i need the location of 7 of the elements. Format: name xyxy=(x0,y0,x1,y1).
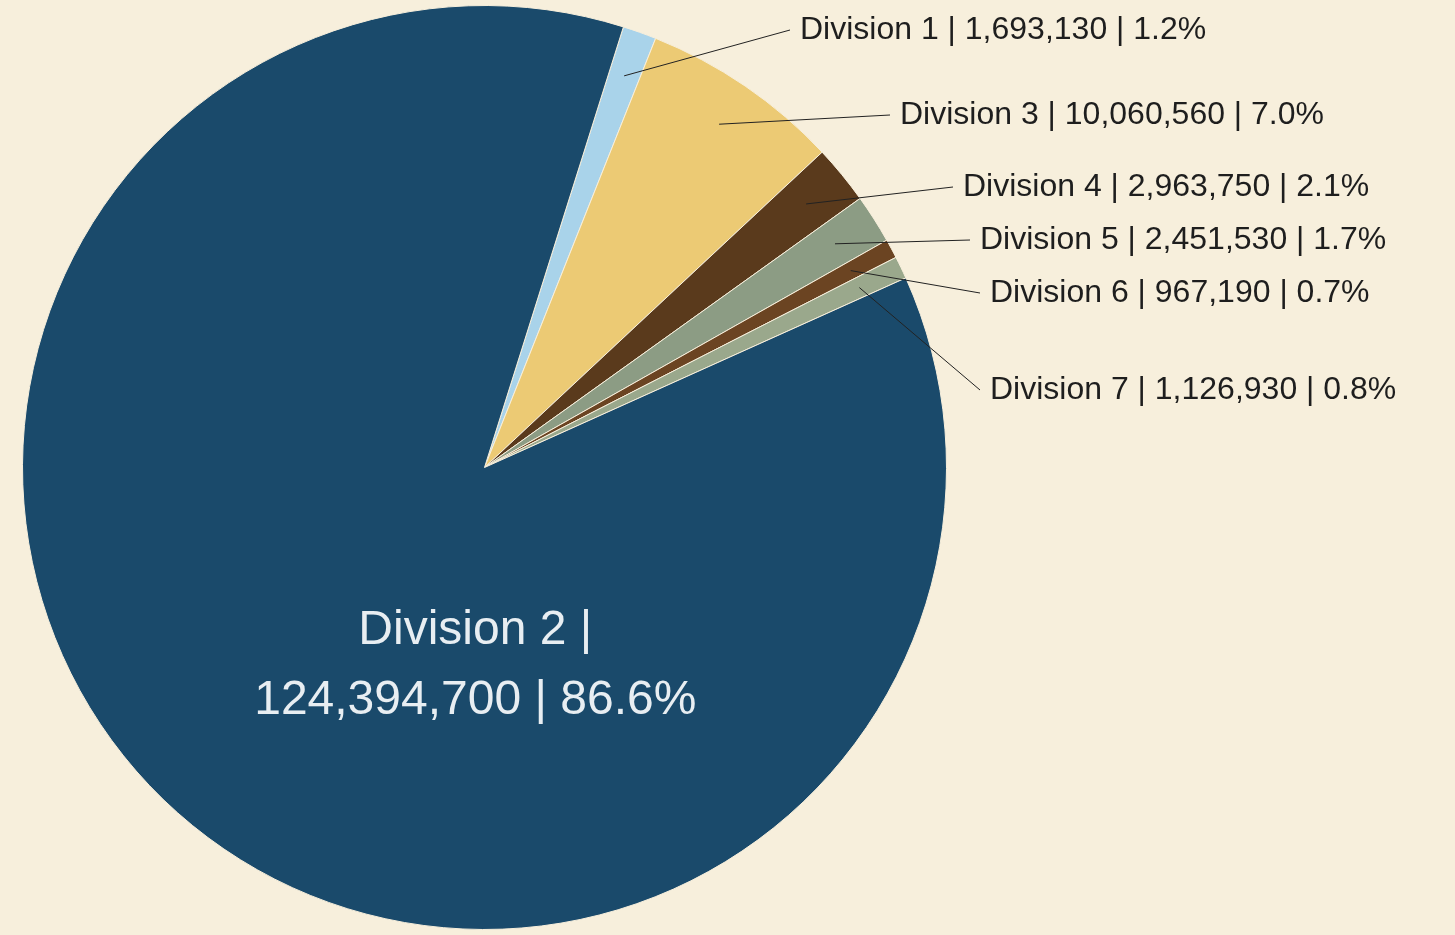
slice-label: Division 6 | 967,190 | 0.7% xyxy=(990,272,1370,309)
slice-label: Division 4 | 2,963,750 | 2.1% xyxy=(963,166,1370,203)
slice-label: Division 5 | 2,451,530 | 1.7% xyxy=(980,219,1387,256)
slice-label: Division 2 | 124,394,700 | 86.6% xyxy=(254,601,697,725)
slice-label: Division 3 | 10,060,560 | 7.0% xyxy=(900,94,1324,131)
slice-label: Division 1 | 1,693,130 | 1.2% xyxy=(800,9,1207,46)
slice-label: Division 7 | 1,126,930 | 0.8% xyxy=(990,369,1397,406)
